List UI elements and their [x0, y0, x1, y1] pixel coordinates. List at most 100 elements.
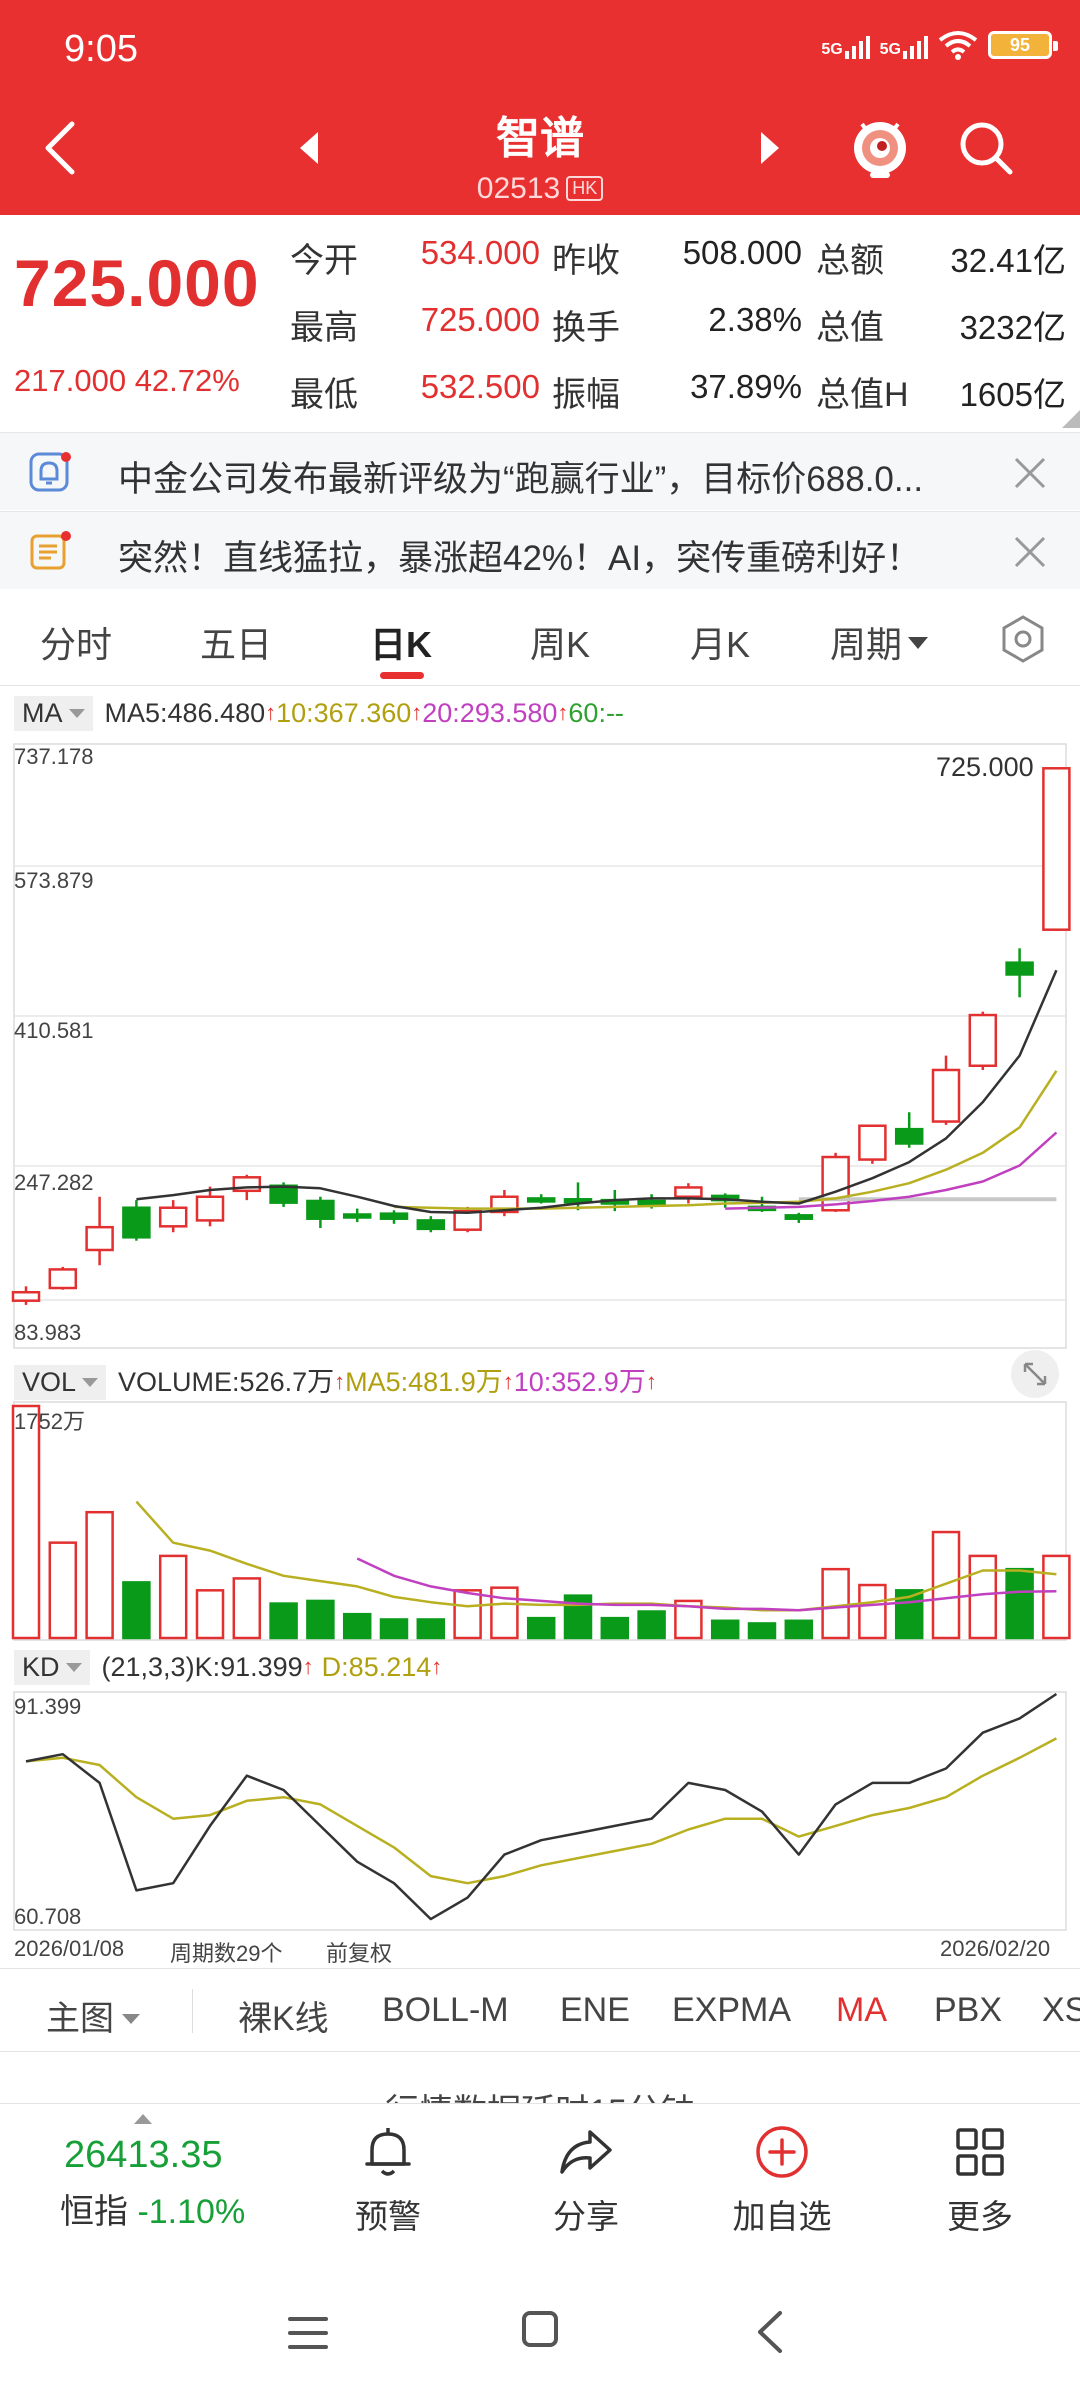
volume-bar	[710, 1619, 740, 1640]
candle	[674, 1186, 703, 1198]
signal-5g-icon: 5G	[880, 31, 928, 59]
add-watchlist-button[interactable]: 加自选	[712, 2122, 852, 2238]
tab-intraday[interactable]: 分时	[40, 624, 113, 665]
expand-corner-icon[interactable]	[1062, 410, 1080, 428]
tab-monthly-k[interactable]: 月K	[690, 624, 751, 665]
menu-icon[interactable]	[286, 2313, 330, 2353]
mascot-icon[interactable]	[848, 112, 912, 182]
kd-tick-max: 91.399	[14, 1694, 82, 1719]
settings-icon[interactable]	[998, 614, 1048, 664]
next-stock-icon[interactable]	[757, 130, 783, 166]
candle	[379, 1212, 409, 1220]
divider	[192, 1989, 193, 2033]
tab-weekly-k[interactable]: 周K	[530, 624, 591, 665]
candle	[306, 1199, 335, 1220]
bell-icon	[29, 452, 71, 492]
expand-icon[interactable]	[1011, 1350, 1059, 1398]
kd-selector[interactable]: KD	[14, 1650, 90, 1685]
status-icons: 5G 5G 95	[821, 30, 1058, 60]
chevron-up-icon[interactable]	[134, 2114, 152, 2124]
d-value: D:85.214	[321, 1652, 432, 1682]
back-icon[interactable]	[36, 118, 84, 178]
volume-ma10-line	[356, 1557, 1057, 1612]
quote-panel: 725.000 217.000 42.72% 今开 534.000 昨收 508…	[0, 215, 1080, 430]
wifi-icon	[938, 31, 978, 60]
more-label: 更多	[947, 2198, 1013, 2235]
k-line	[25, 1692, 1058, 1921]
news-item[interactable]: 突然！直线猛拉，暴涨超42%！AI，突传重磅利好！	[0, 511, 1080, 589]
status-time: 9:05	[64, 28, 138, 70]
ma20-value: 20:293.580	[422, 698, 558, 728]
indicator-tab-xs[interactable]: XS	[1042, 1991, 1080, 2029]
candle	[637, 1199, 666, 1206]
battery-icon: 95	[988, 31, 1058, 59]
prev-stock-icon[interactable]	[296, 130, 322, 166]
indicator-tab-ene[interactable]: ENE	[560, 1991, 630, 2029]
close-icon[interactable]	[1010, 453, 1050, 493]
chevron-down-icon	[82, 1378, 99, 1387]
volume-ma5-line	[135, 1500, 1057, 1612]
home-icon[interactable]	[520, 2309, 560, 2349]
volume-bar	[85, 1510, 114, 1640]
indicator-tab-boll[interactable]: BOLL-M	[382, 1991, 509, 2029]
tab-five-day[interactable]: 五日	[200, 624, 273, 665]
volume-bar	[600, 1616, 630, 1640]
indicator-bar: 主图 裸K线 BOLL-M ENE EXPMA MA PBX XS	[0, 1968, 1080, 2052]
candle	[158, 1206, 188, 1228]
index-value[interactable]: 26413.35	[64, 2134, 223, 2176]
index-info[interactable]: 恒指 -1.10%	[60, 2184, 245, 2233]
price-change: 217.000 42.72%	[14, 363, 240, 399]
candle	[894, 1127, 924, 1145]
volume-bar	[342, 1612, 372, 1640]
kline-chart[interactable]	[0, 686, 1080, 1966]
stock-code-text: 02513	[476, 172, 561, 205]
close-icon[interactable]	[1010, 532, 1050, 572]
back-icon[interactable]	[752, 2309, 788, 2355]
indicator-tab-pbx[interactable]: PBX	[934, 1991, 1003, 2029]
indicator-tab-bare-k[interactable]: 裸K线	[238, 2000, 329, 2038]
amplitude-label: 振幅	[552, 376, 620, 414]
candle	[784, 1214, 814, 1220]
vol-selector[interactable]: VOL	[14, 1365, 107, 1400]
vol-selector-label: VOL	[22, 1367, 77, 1397]
candle	[48, 1268, 78, 1290]
tab-daily-k[interactable]: 日K	[370, 624, 432, 665]
volume-bar	[416, 1618, 446, 1640]
change-percent: 42.72%	[134, 363, 240, 398]
ma5-line	[136, 969, 1058, 1215]
candle	[195, 1195, 225, 1222]
last-price: 725.000	[14, 246, 260, 320]
app-header: 9:05 5G 5G 95 智谱 02513 HK	[0, 0, 1080, 215]
low-label: 最低	[290, 376, 358, 414]
indicator-tab-ma[interactable]: MA	[836, 1991, 887, 2029]
more-button[interactable]: 更多	[910, 2122, 1050, 2238]
period-count: 周期数29个	[170, 1941, 283, 1966]
volume-bar	[490, 1586, 519, 1640]
volume-bar	[453, 1589, 482, 1640]
tab-period[interactable]: 周期	[830, 616, 929, 668]
adjust-mode[interactable]: 前复权	[326, 1941, 393, 1966]
turnover-rate-label: 换手	[552, 309, 620, 347]
volume-tick-max: 1752万	[14, 1409, 85, 1434]
share-button[interactable]: 分享	[516, 2122, 656, 2238]
signal-5g-icon: 5G	[821, 31, 870, 59]
news-item[interactable]: 中金公司发布最新评级为“跑赢行业”，目标价688.0...	[0, 432, 1080, 510]
prev-close-label: 昨收	[552, 242, 620, 280]
search-icon[interactable]	[956, 118, 1016, 178]
indicator-tab-expma[interactable]: EXPMA	[672, 1991, 792, 2029]
stock-code: 02513 HK	[0, 172, 1080, 206]
kd-selector-label: KD	[22, 1652, 60, 1682]
vol-legend: VOL VOLUME:526.7万↑MA5:481.9万↑10:352.9万↑	[14, 1360, 657, 1400]
kd-params: (21,3,3)	[101, 1652, 195, 1682]
vol-ma5-value: MA5:481.9万	[345, 1367, 503, 1397]
add-watchlist-label: 加自选	[732, 2198, 832, 2235]
ma-selector[interactable]: MA	[14, 696, 93, 731]
volume-value: VOLUME:526.7万	[118, 1367, 335, 1397]
alert-button[interactable]: 预警	[318, 2122, 458, 2238]
candle	[453, 1209, 482, 1231]
chevron-down-icon	[122, 2014, 140, 2024]
candle	[342, 1213, 372, 1219]
grid-icon	[956, 2128, 1004, 2176]
main-chart-selector[interactable]: 主图	[46, 1991, 140, 2040]
document-icon	[30, 531, 71, 570]
